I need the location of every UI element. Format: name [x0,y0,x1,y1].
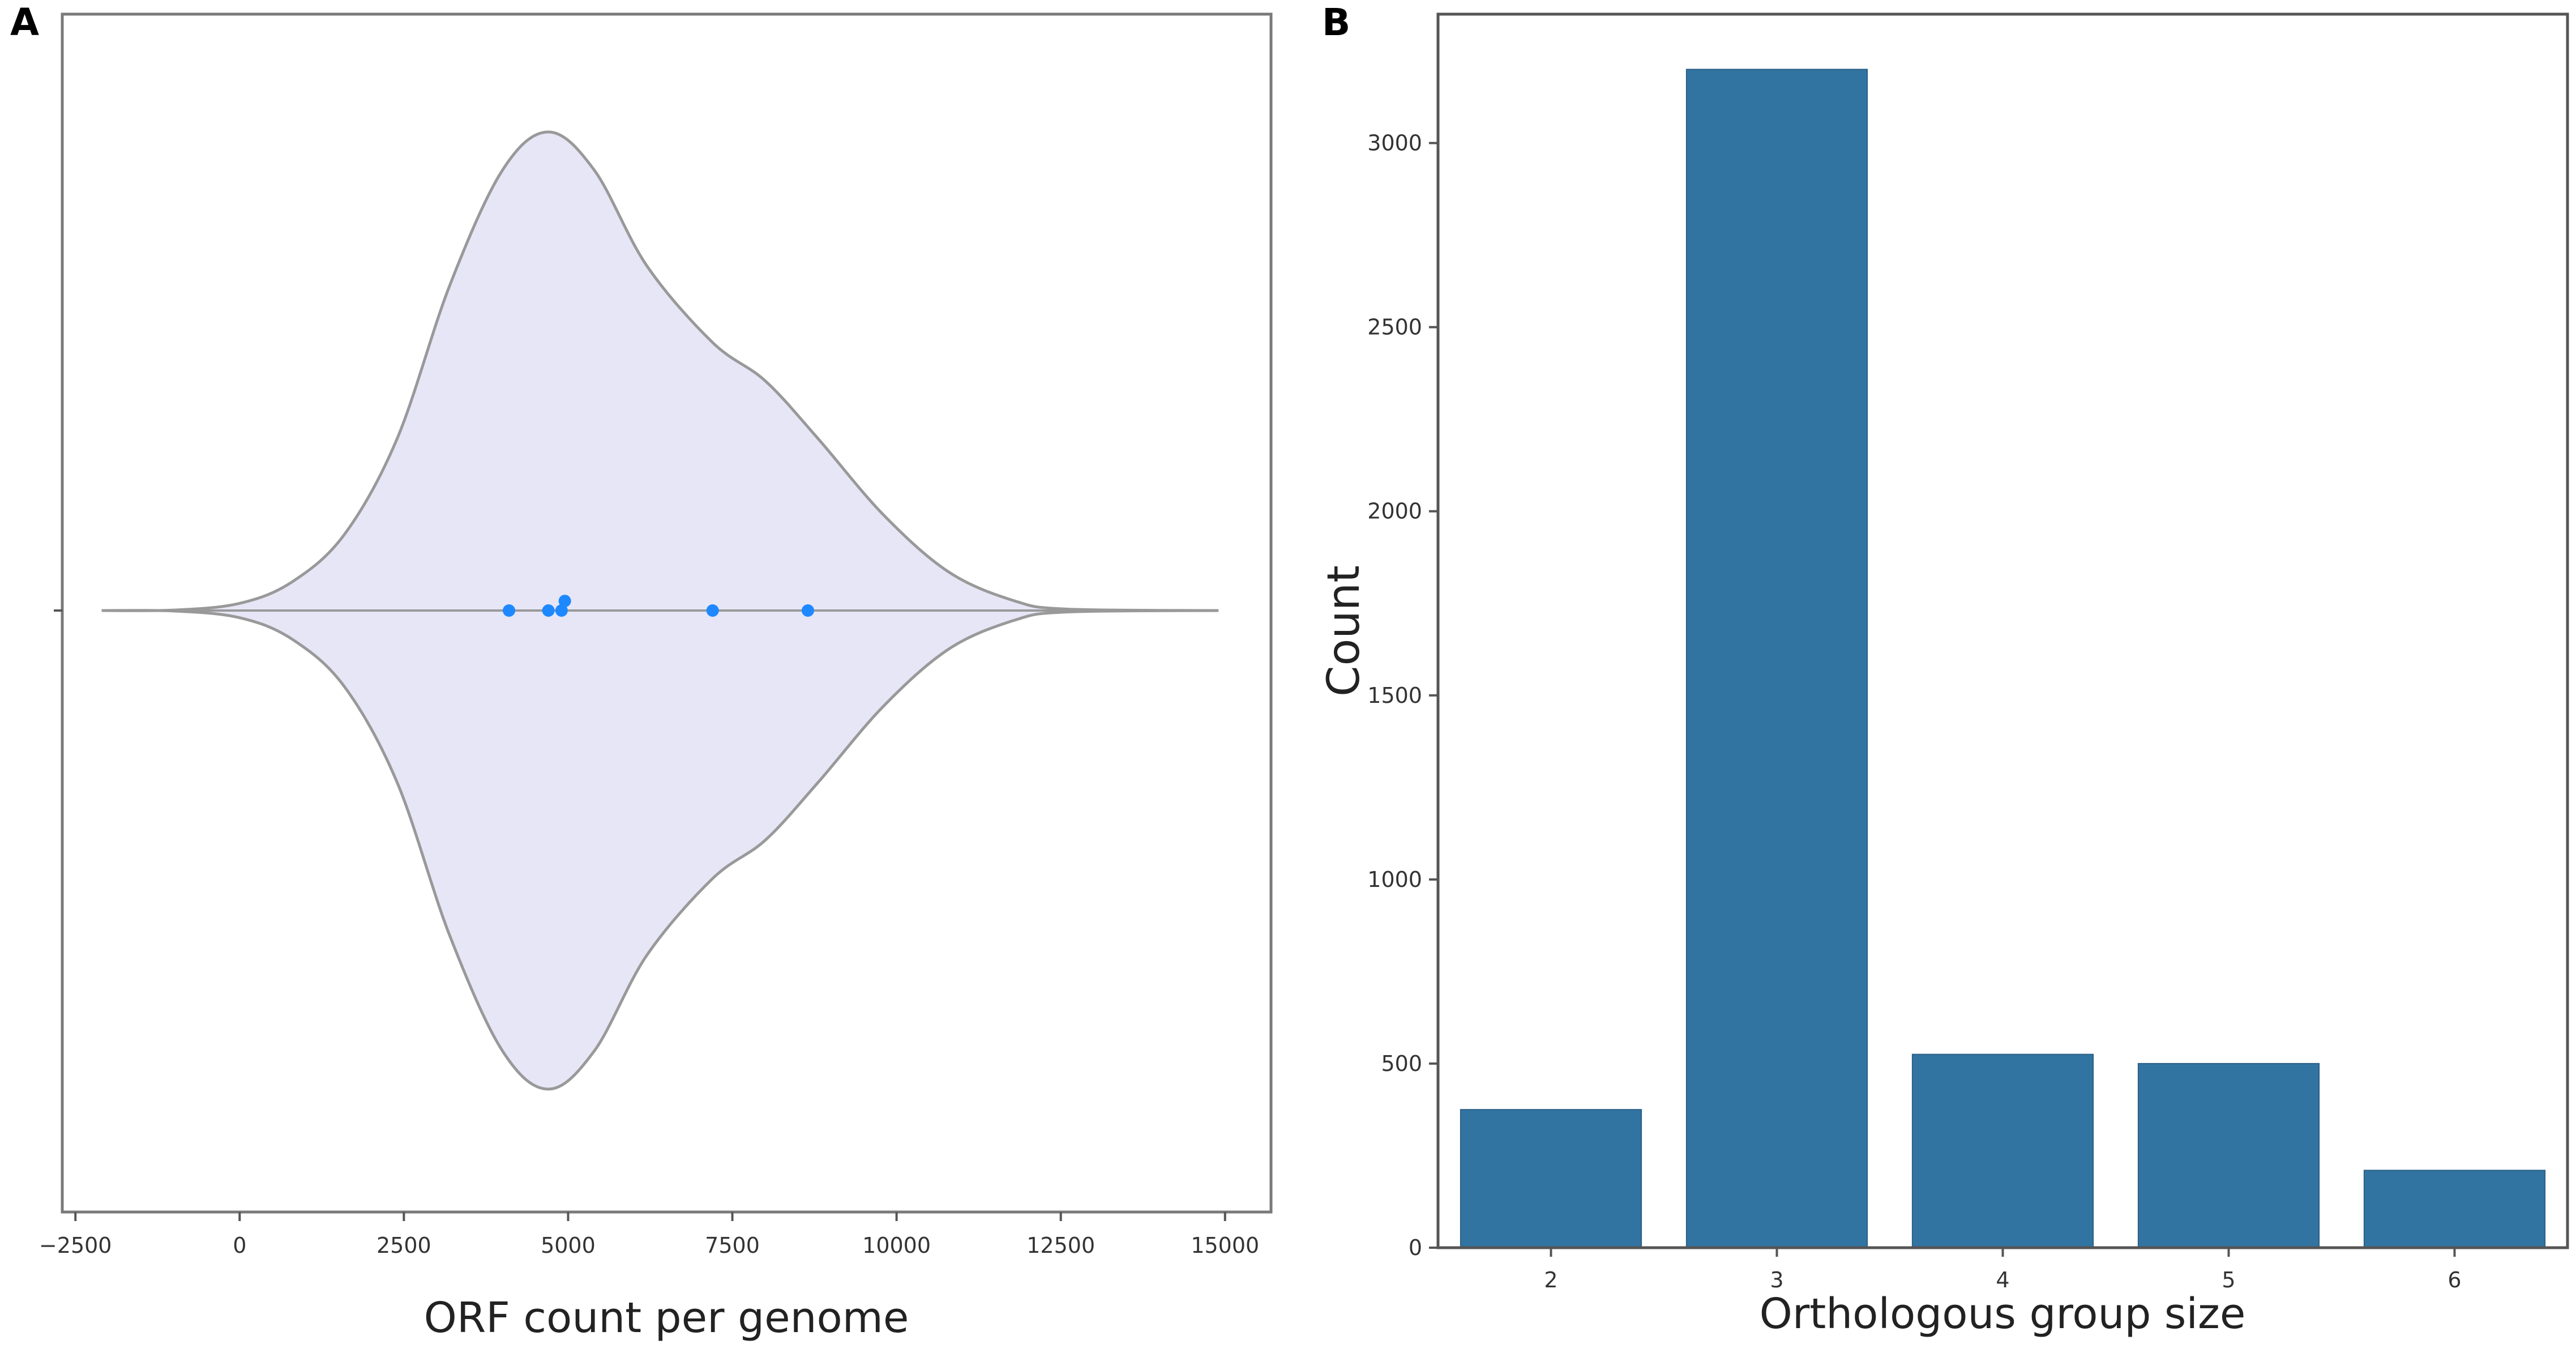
bar-x-tick-label: 3 [1770,1268,1783,1292]
violin-x-axis-ticks: −2500 0 2500 5000 7500 10000 12500 15000 [39,1212,1259,1258]
bar-x-axis-label: Orthologous group size [1760,1290,2246,1338]
violin-points-layer [503,595,814,617]
bar-x-tick-label: 2 [1544,1268,1557,1292]
panel-a: A −2500 0 2500 5000 7500 10000 12500 15000 ORF … [10,1,1273,1342]
violin-point [542,604,555,617]
violin-x-tick-label: 10000 [862,1233,931,1258]
bar-y-tick-label: 2500 [1367,315,1422,340]
bar-6 [2363,1170,2546,1249]
bar-x-tick-label: 5 [2222,1268,2235,1292]
violin-x-tick-label: 7500 [705,1233,760,1258]
bar-4 [1911,1053,2094,1248]
bar-y-tick-label: 1000 [1367,867,1422,892]
violin-x-tick-label: 12500 [1026,1233,1095,1258]
bar-y-axis-ticks: 0 500 1000 1500 2000 2500 3000 [1367,131,1438,1260]
bar-x-tick-label: 6 [2447,1268,2461,1292]
violin-x-tick-label: 5000 [541,1233,596,1258]
panel-a-label: A [10,1,39,44]
bar-3 [1685,69,1868,1248]
bar-5 [2137,1062,2320,1249]
violin-point [558,595,571,608]
bar-y-tick-label: 1500 [1367,683,1422,708]
bar-y-axis-label: Count [1319,565,1370,697]
violin-shape-layer [101,130,1219,1091]
violin-x-tick-label: −2500 [39,1233,112,1258]
violin-plot-frame [61,12,1273,1214]
panel-b: B 0 500 1000 1500 2000 2500 3000 2 3 4 5 6 Ortholo… [1319,1,2569,1338]
bar-y-tick-label: 3000 [1367,131,1422,156]
bar-y-tick-label: 2000 [1367,499,1422,524]
panel-b-label: B [1322,1,1350,44]
violin-x-axis-label: ORF count per genome [424,1294,909,1342]
bar-x-tick-label: 4 [1996,1268,2009,1292]
bar-y-tick-label: 0 [1409,1235,1422,1260]
bar-y-tick-label: 500 [1381,1051,1422,1076]
bar-layer [1460,69,2546,1249]
bar-2 [1460,1109,1642,1248]
violin-point [503,604,516,617]
violin-point [801,604,814,617]
violin-point [706,604,719,617]
bar-x-axis-ticks: 2 3 4 5 6 [1544,1248,2462,1292]
violin-x-tick-label: 2500 [376,1233,431,1258]
violin-x-tick-label: 0 [233,1233,246,1258]
violin-x-tick-label: 15000 [1191,1233,1259,1258]
violin-point [555,604,568,617]
